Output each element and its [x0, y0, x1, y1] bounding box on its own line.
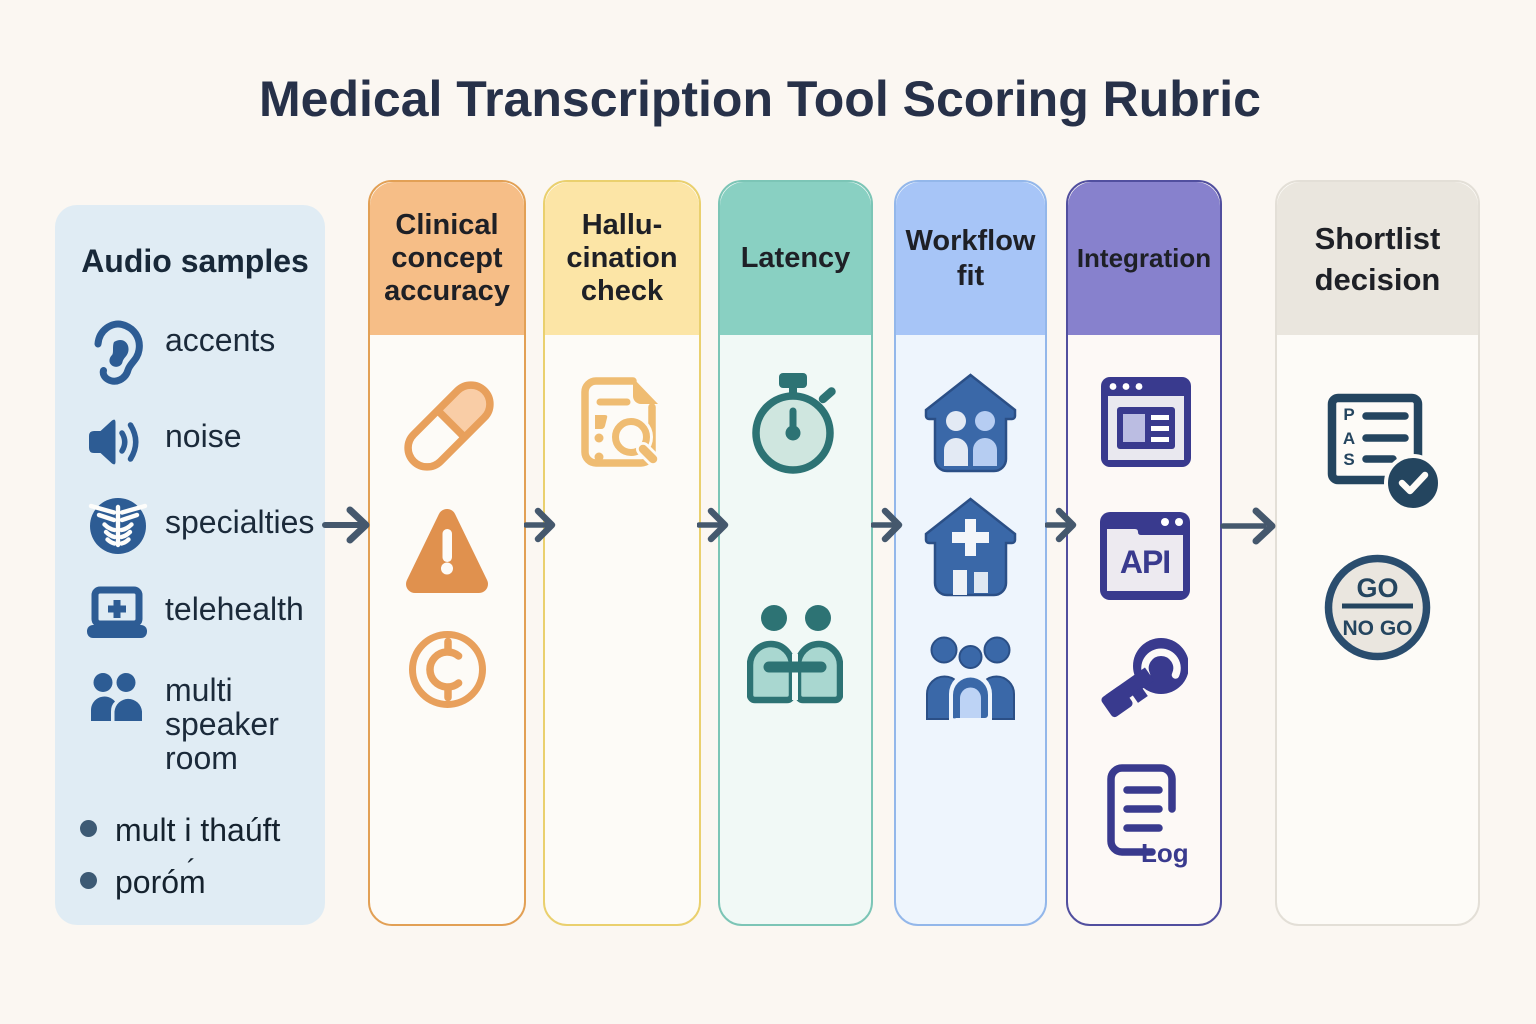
- svg-text:S: S: [1343, 450, 1354, 469]
- svg-text:GO: GO: [1356, 573, 1398, 603]
- svg-text:A: A: [1343, 429, 1355, 448]
- svg-text:NO GO: NO GO: [1342, 617, 1412, 640]
- svg-text:Log: Log: [1141, 838, 1189, 868]
- svg-text:API: API: [1120, 544, 1170, 580]
- svg-text:P: P: [1343, 405, 1354, 424]
